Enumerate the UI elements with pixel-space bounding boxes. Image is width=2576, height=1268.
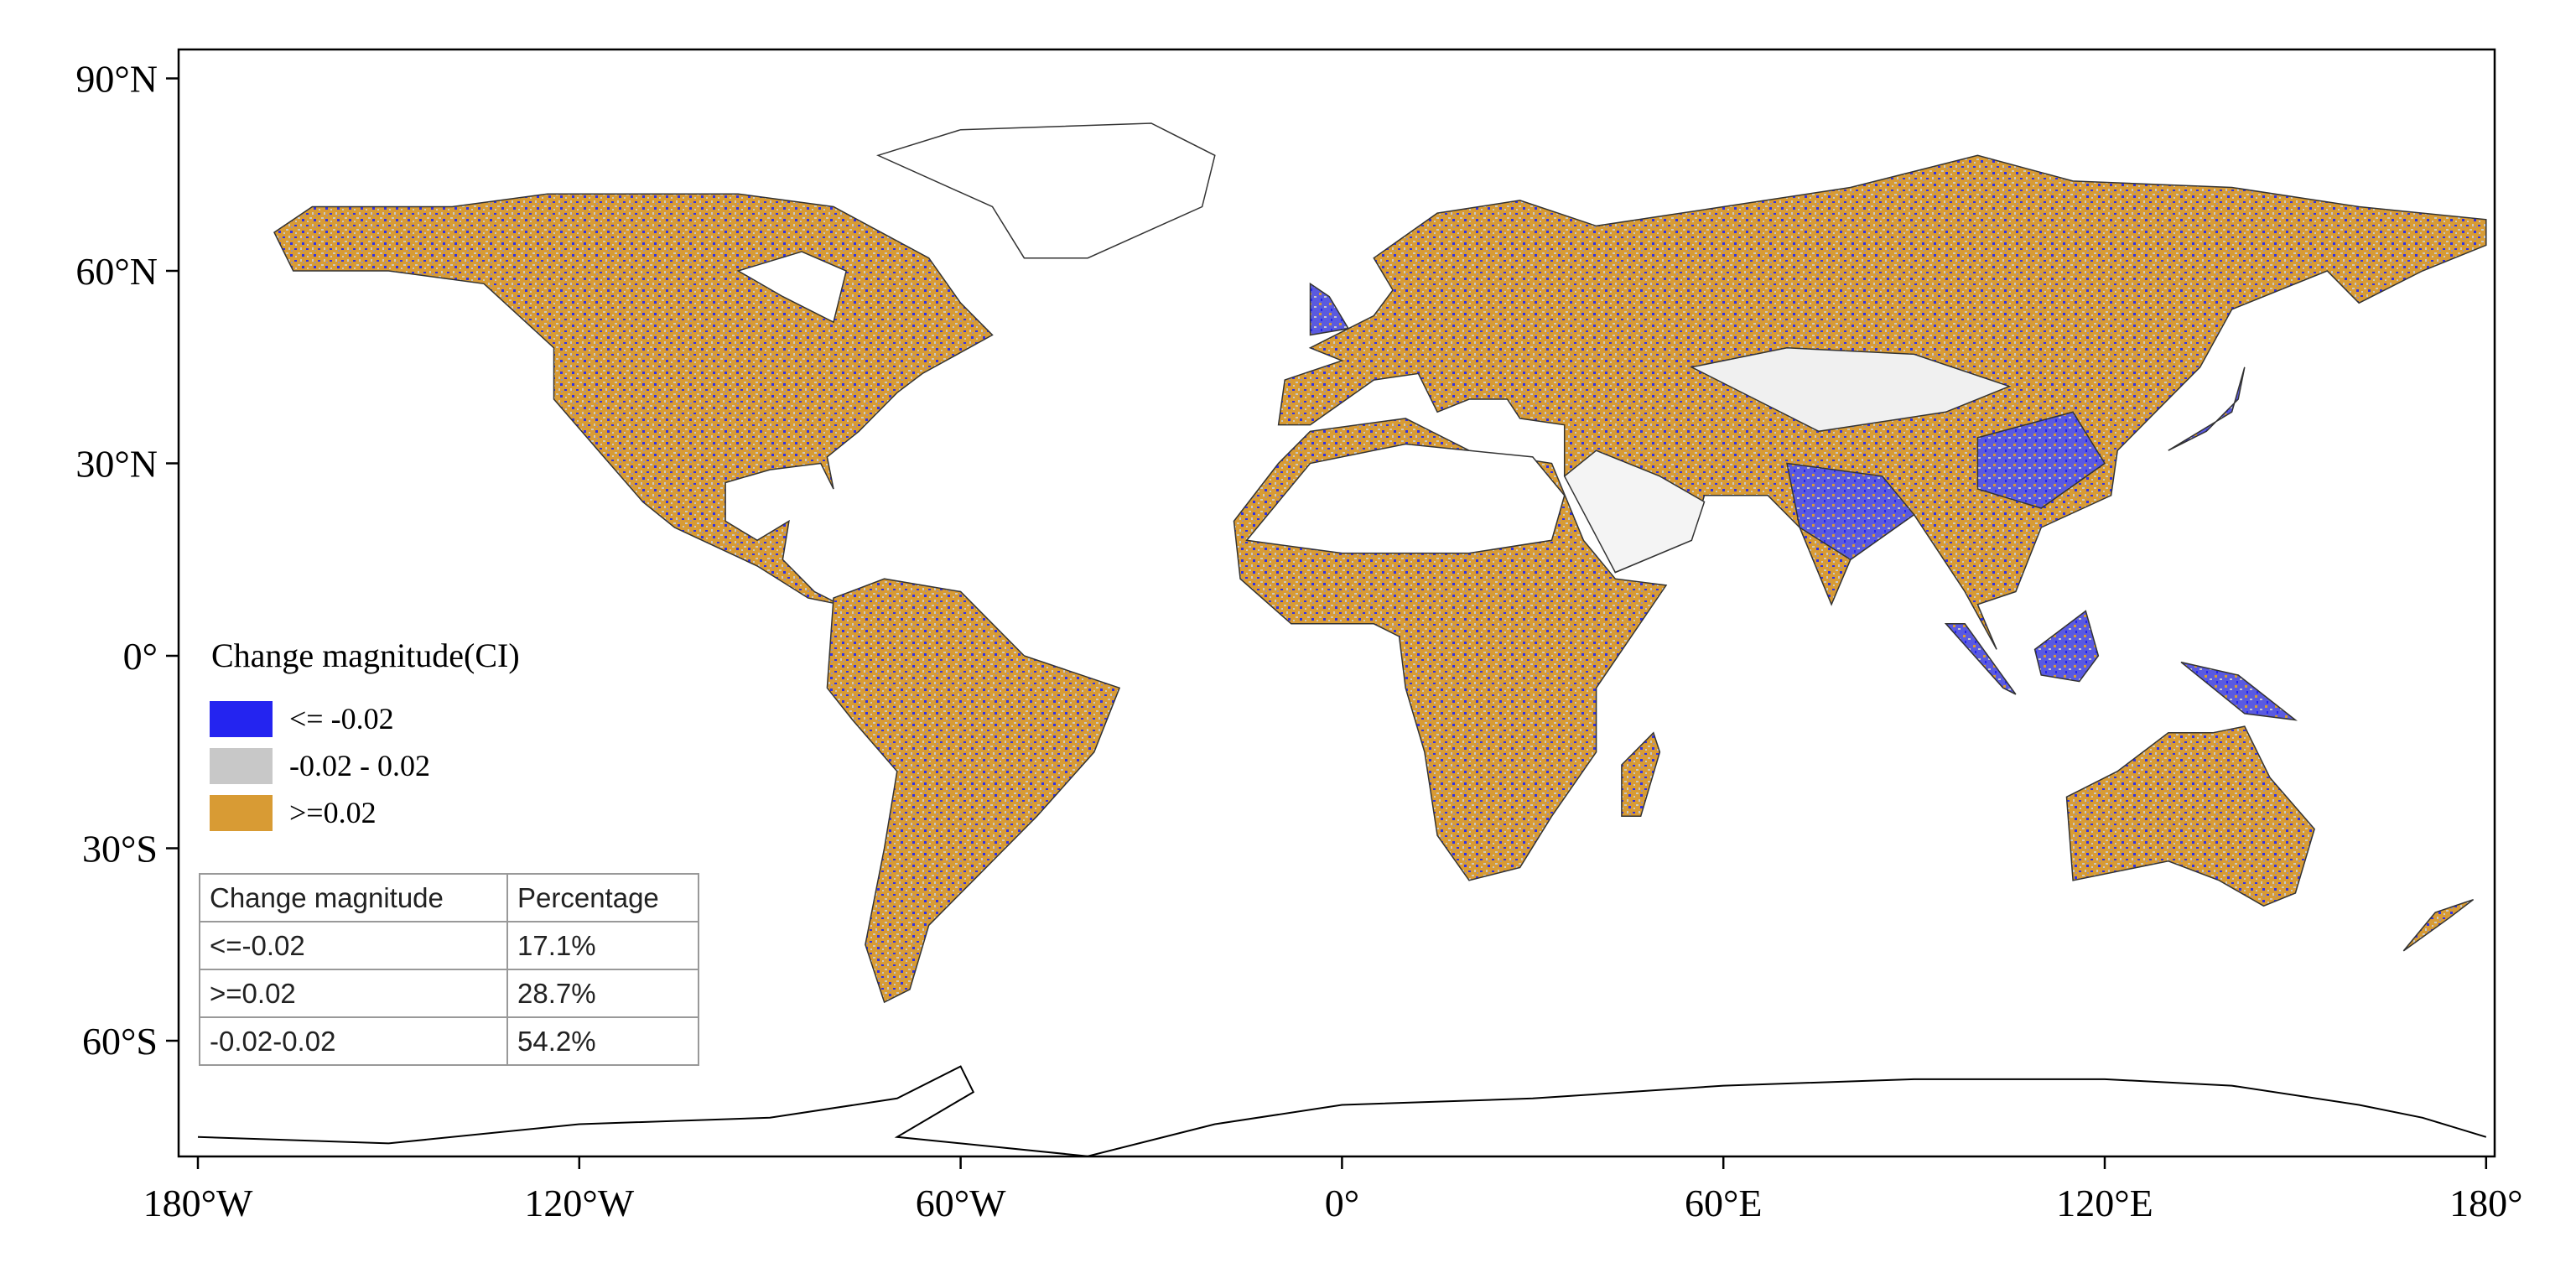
x-tick-label: 180°: [2449, 1182, 2522, 1224]
central-asia-desert: [1690, 347, 2012, 433]
legend-swatch: [210, 748, 273, 784]
arabian-desert: [1563, 450, 1706, 574]
legend-swatch: [210, 795, 273, 831]
india-blue: [1786, 462, 1915, 561]
x-tick-label: 120°W: [524, 1182, 634, 1224]
table-cell: 54.2%: [517, 1026, 596, 1057]
hudson-bay: [736, 251, 848, 324]
table-cell: <=-0.02: [210, 930, 305, 961]
table-cell: 17.1%: [517, 930, 596, 961]
legend: <= -0.02 -0.02 - 0.02 >=0.02: [210, 701, 430, 831]
sumatra: [1944, 623, 2017, 695]
percentage-table: Change magnitude Percentage <=-0.02 17.1% >=…: [199, 873, 699, 1066]
legend-swatch: [210, 701, 273, 737]
y-tick-label: 90°N: [75, 58, 158, 101]
legend-title: Change magnitude(CI): [211, 637, 520, 674]
britain: [1309, 282, 1350, 336]
table-header-cell: Change magnitude: [210, 882, 444, 913]
map-frame: [177, 48, 2496, 1158]
table-header-cell: Percentage: [517, 882, 659, 913]
borneo: [2033, 610, 2100, 683]
sahara: [1245, 443, 1566, 554]
x-tick-label: 0°: [1325, 1182, 1359, 1224]
madagascar: [1621, 731, 1661, 818]
new-zealand: [2402, 898, 2475, 952]
table-cell: >=0.02: [210, 978, 296, 1009]
table-cell: -0.02-0.02: [210, 1026, 335, 1057]
legend-label: <= -0.02: [289, 702, 394, 735]
legend-label: -0.02 - 0.02: [289, 749, 430, 782]
x-tick-label: 60°W: [916, 1182, 1006, 1224]
south-america: [826, 578, 1121, 1004]
legend-label: >=0.02: [289, 796, 377, 829]
y-tick-label: 60°S: [82, 1020, 158, 1063]
x-tick-label: 180°W: [143, 1182, 253, 1224]
axis-ticks: 180°W 120°W 60°W 0° 60°E 120°E 180° 90°N 60°N 30°…: [75, 58, 2522, 1225]
land-layer: [197, 122, 2487, 1156]
china-blue: [1976, 411, 2106, 509]
y-tick-label: 60°N: [75, 250, 158, 293]
x-tick-label: 120°E: [2056, 1182, 2153, 1224]
antarctica-coast: [197, 1065, 2487, 1156]
y-tick-label: 30°N: [75, 443, 158, 486]
y-tick-label: 0°: [123, 635, 158, 678]
y-tick-label: 30°S: [82, 828, 158, 870]
table-cell: 28.7%: [517, 978, 596, 1009]
north-america: [273, 193, 994, 605]
greenland: [875, 122, 1216, 259]
japan: [2168, 366, 2246, 451]
new-guinea: [2180, 661, 2298, 721]
x-tick-label: 60°E: [1685, 1182, 1763, 1224]
australia: [2065, 725, 2315, 907]
